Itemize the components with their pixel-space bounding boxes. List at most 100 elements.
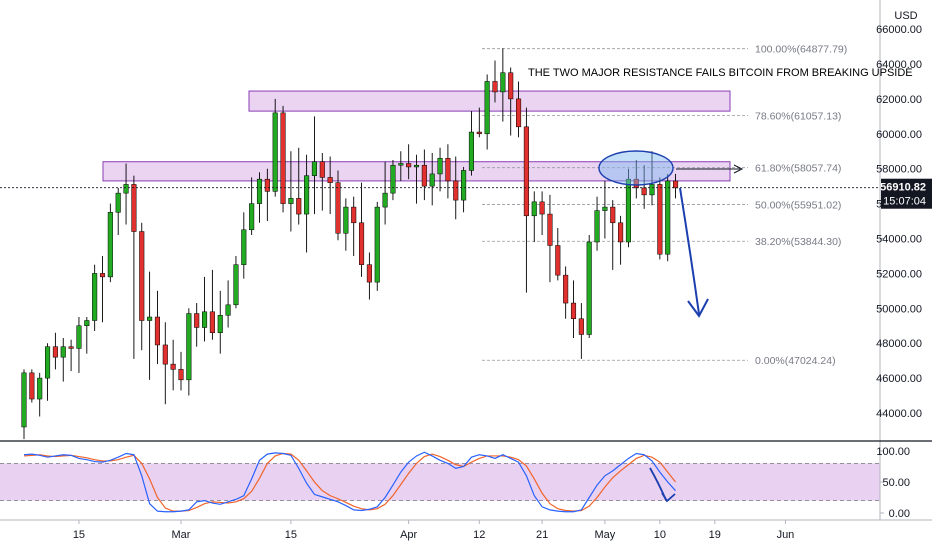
fib-level-label: 0.00%(47024.24) [755, 355, 836, 367]
stoch-k-line [23, 451, 676, 513]
candle-body [131, 184, 137, 232]
projection-arrow-head [687, 298, 709, 318]
candle-body [351, 206, 357, 224]
candle-body [29, 372, 35, 400]
candle-body [516, 98, 522, 128]
candle-body [476, 131, 482, 135]
candle-body [21, 372, 27, 428]
projection-arrow-line [679, 187, 700, 315]
currency-label: USD [894, 10, 917, 22]
pointer-arrow-head [733, 164, 744, 174]
price-axis-tick-label: 58000.00 [876, 164, 922, 176]
price-axis-tick-label: 66000.00 [876, 24, 922, 36]
candle-body [468, 131, 474, 171]
candle-body [665, 180, 671, 255]
candle-body [500, 72, 506, 93]
candle-body [366, 264, 372, 283]
candle-body [555, 245, 561, 276]
candle-body [625, 178, 632, 243]
candle-body [445, 157, 451, 182]
time-axis-tick-label: Mar [172, 529, 191, 541]
osc-projection-arrow-head [661, 492, 676, 503]
candle-body [673, 180, 679, 189]
oscillator-band [0, 463, 880, 501]
candle-body [406, 163, 412, 168]
candle-body [233, 264, 239, 306]
candle-body [115, 192, 121, 213]
candle-body [202, 311, 208, 328]
fib-level-label: 50.00%(55951.02) [755, 199, 841, 211]
candle-body [178, 369, 184, 381]
candle-body [359, 222, 365, 265]
candle-body [37, 377, 43, 400]
osc-axis-tick-label: 0.00 [889, 508, 910, 520]
candle-body [304, 175, 310, 215]
fib-level-label: 61.80%(58057.74) [755, 163, 841, 175]
candle-body [68, 346, 74, 349]
candle-body [563, 274, 569, 304]
time-axis-tick-label: 12 [473, 529, 485, 541]
candle-body [264, 178, 270, 192]
candle-body [586, 241, 592, 335]
candle-body [52, 346, 58, 358]
candle-body [162, 344, 168, 365]
candle-body [76, 325, 82, 349]
last-price-badge [881, 178, 932, 209]
candle-body [531, 201, 537, 217]
candle-body [610, 206, 616, 224]
candle-body [272, 112, 278, 192]
time-axis-tick-label: May [595, 529, 616, 541]
stoch-d-line [23, 452, 677, 512]
osc-axis-tick-label: 50.00 [882, 477, 910, 489]
candle-body [657, 184, 663, 255]
candle-body [413, 164, 420, 168]
time-axis-tick-label: 19 [709, 529, 721, 541]
candle-body [107, 212, 113, 278]
time-axis-tick-label: 15 [73, 529, 85, 541]
candle-body [335, 182, 341, 234]
candle-body [217, 315, 223, 333]
candle-body [343, 206, 349, 234]
candle-body [398, 163, 404, 166]
candle-body [594, 210, 600, 243]
time-axis-tick-label: 15 [285, 529, 297, 541]
price-axis-tick-label: 64000.00 [876, 59, 922, 71]
candle-body [249, 203, 255, 231]
candle-body [421, 164, 427, 187]
candle-body [92, 273, 98, 321]
candle-body [437, 157, 443, 175]
time-axis-tick-label: Apr [400, 529, 417, 541]
candle-body [547, 213, 553, 246]
candle-body [45, 346, 51, 379]
last-price-value: 56910.82 [880, 182, 926, 194]
price-axis-tick-label: 60000.00 [876, 129, 922, 141]
candle-body [209, 311, 215, 333]
price-axis-tick-label: 62000.00 [876, 94, 922, 106]
price-axis-tick-label: 50000.00 [876, 303, 922, 315]
candle-body [649, 184, 655, 196]
price-axis-tick-label: 46000.00 [876, 373, 922, 385]
candle-body [241, 229, 247, 265]
candle-body [327, 177, 333, 183]
highlight-ellipse [598, 150, 674, 186]
candle-body [280, 112, 286, 204]
candle-body [288, 198, 294, 204]
candle-body [429, 173, 435, 187]
candle-body [390, 164, 396, 194]
annotation-text: THE TWO MAJOR RESISTANCE FAILS BITCOIN F… [528, 67, 913, 79]
candle-body [99, 273, 106, 278]
candle-body [484, 81, 490, 135]
candle-body [60, 346, 66, 358]
candle-body [186, 313, 192, 381]
candle-body [602, 206, 608, 211]
candle-body [194, 313, 200, 328]
price-pane: 100.00%(64877.79) 78.60%(61057.13) 61.80%(… [0, 44, 913, 440]
candle-body [256, 178, 263, 204]
candle-body [618, 222, 624, 243]
countdown-timer: 15:07:04 [883, 196, 926, 208]
candle-body [382, 192, 388, 208]
candle-body [523, 126, 529, 217]
time-axis-tick-label: 10 [654, 529, 666, 541]
